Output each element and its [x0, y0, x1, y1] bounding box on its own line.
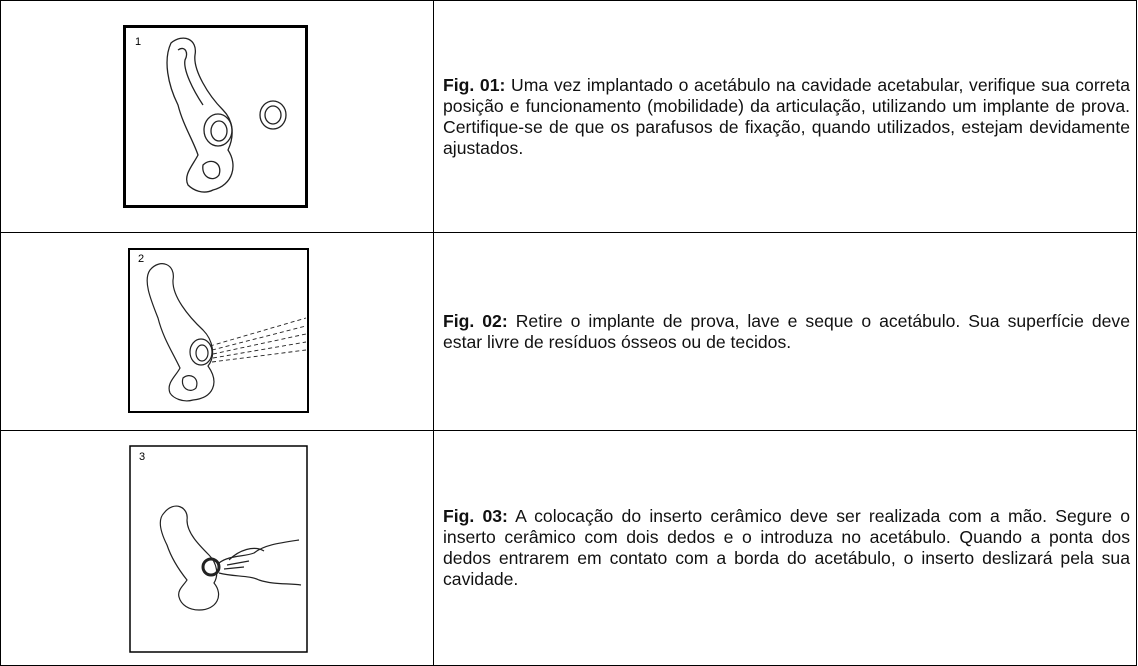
description-cell: Fig. 03: A colocação do inserto cerâmico…	[433, 430, 1137, 666]
figure-1: 1	[123, 25, 308, 208]
row: 2 Fig. 02: Retire o implante de prova, l…	[0, 232, 1137, 431]
figure-cell: 1	[0, 0, 434, 233]
description-text: Retire o implante de prova, lave e seque…	[443, 310, 1131, 352]
figure-number: 1	[135, 36, 141, 48]
description-text: A colocação do inserto cerâmico deve ser…	[443, 506, 1130, 589]
description-cell: Fig. 01: Uma vez implantado o acetábulo …	[433, 0, 1137, 233]
figure-number: 2	[138, 253, 144, 265]
figure-3: 3	[129, 445, 308, 653]
figure-cell: 3	[0, 430, 434, 666]
description-cell: Fig. 02: Retire o implante de prova, lav…	[433, 232, 1137, 431]
figure-label: Fig. 02:	[443, 310, 508, 331]
row: 1 Fig. 01: Uma vez implantado o acetábul…	[0, 0, 1137, 233]
description-text: Uma vez implantado o acetábulo na cavida…	[443, 74, 1131, 158]
row: 3 Fig. 03: A colocação do inserto cerâmi…	[0, 430, 1137, 666]
figure-label: Fig. 01:	[443, 74, 506, 95]
figure-cell: 2	[0, 232, 434, 431]
figure-2: 2	[128, 248, 309, 413]
figure-label: Fig. 03:	[443, 506, 508, 526]
figure-number: 3	[139, 451, 145, 463]
